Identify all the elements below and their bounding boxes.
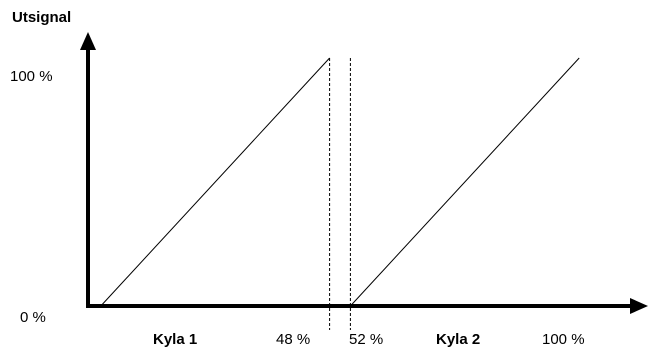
x-axis-arrowhead bbox=[630, 298, 648, 314]
x-label-52: 52 % bbox=[349, 331, 383, 348]
x-label-48: 48 % bbox=[276, 331, 310, 348]
y-tick-0: 0 % bbox=[20, 309, 46, 326]
marker-layer bbox=[329, 58, 351, 330]
x-label-100: 100 % bbox=[542, 331, 585, 348]
x-label-kyla-2: Kyla 2 bbox=[436, 331, 480, 348]
y-tick-100: 100 % bbox=[10, 68, 53, 85]
x-label-kyla-1: Kyla 1 bbox=[153, 331, 197, 348]
series-layer bbox=[100, 57, 580, 307]
y-axis-label: Utsignal bbox=[12, 9, 71, 26]
series-line-2 bbox=[350, 57, 580, 307]
y-axis-arrowhead bbox=[80, 32, 96, 50]
series-line-1 bbox=[100, 57, 330, 307]
